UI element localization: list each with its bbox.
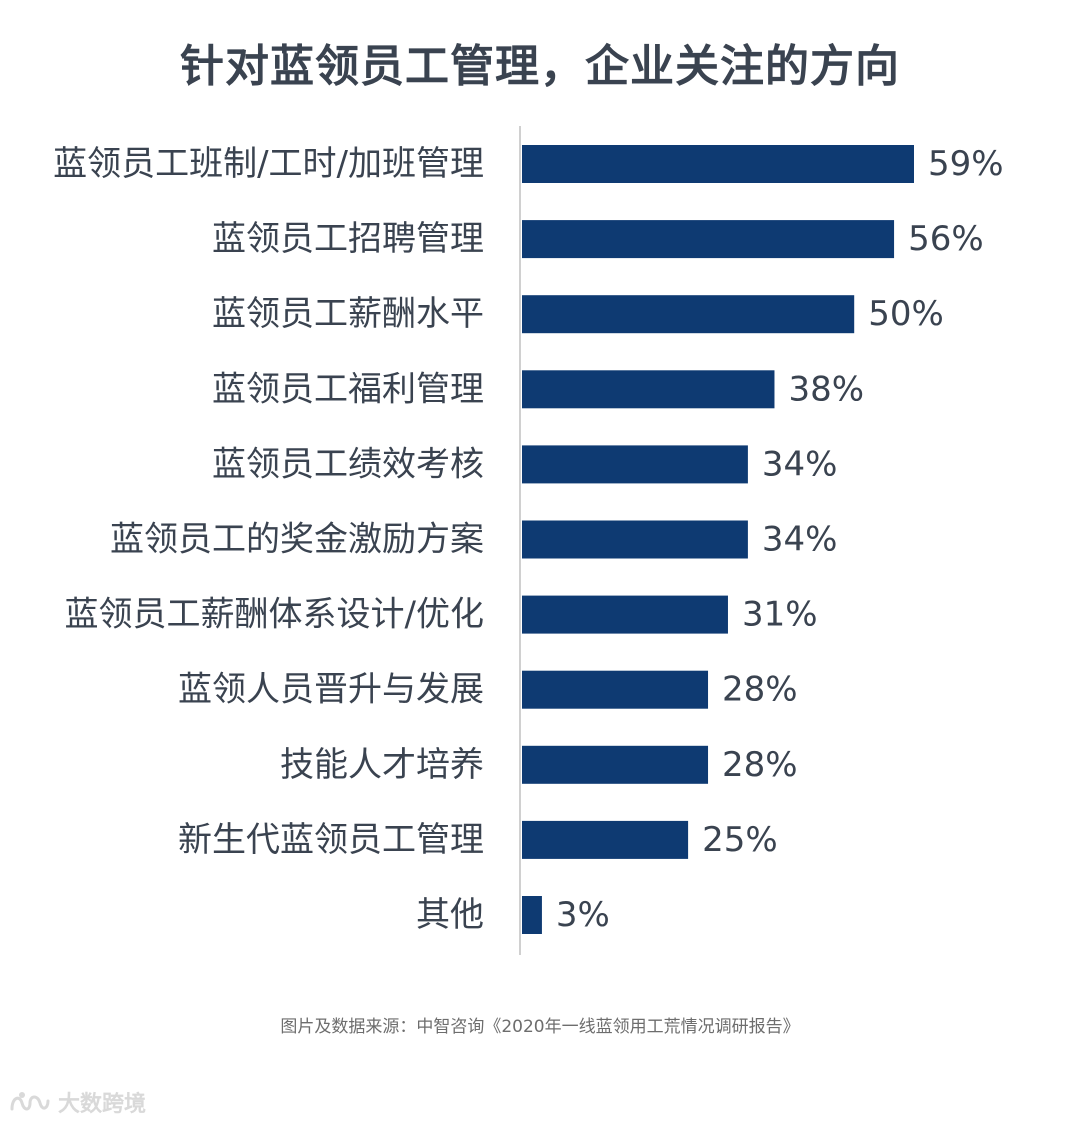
bar [522,745,709,784]
bar [522,820,689,859]
value-label: 34% [762,520,838,560]
value-label: 59% [928,144,1004,184]
category-label: 蓝领员工薪酬体系设计/优化 [65,595,484,635]
bar [522,445,748,484]
bar [522,670,709,709]
bar [522,145,914,183]
bar [522,520,748,559]
value-label: 38% [788,369,864,409]
category-label: 蓝领员工绩效考核 [212,444,484,484]
category-labels: 蓝领员工班制/工时/加班管理蓝领员工招聘管理蓝领员工薪酬水平蓝领员工福利管理蓝领… [53,144,484,935]
category-label: 蓝领人员晋升与发展 [178,670,484,710]
source-note: 图片及数据来源：中智咨询《2020年一线蓝领用工荒情况调研报告》 [280,1017,800,1037]
value-label: 28% [722,670,798,710]
bar [522,896,542,934]
bar [522,370,775,409]
value-label: 25% [702,820,778,860]
bar-chart: 蓝领员工班制/工时/加班管理蓝领员工招聘管理蓝领员工薪酬水平蓝领员工福利管理蓝领… [53,126,1004,955]
value-label: 56% [908,219,984,259]
category-label: 蓝领员工的奖金激励方案 [110,520,484,560]
category-label: 蓝领员工班制/工时/加班管理 [53,144,484,184]
watermark-text: 大数跨境 [58,1092,147,1117]
category-label: 其他 [416,895,484,935]
bar [522,295,855,334]
value-label: 34% [762,444,838,484]
bar [522,220,895,259]
category-label: 技能人才培养 [280,745,484,785]
logo-icon [10,1092,50,1111]
category-label: 蓝领员工招聘管理 [212,219,484,259]
chart-title: 针对蓝领员工管理，企业关注的方向 [180,41,900,92]
value-label: 3% [556,895,610,935]
category-label: 蓝领员工福利管理 [212,369,484,409]
value-label: 50% [868,294,944,334]
category-label: 蓝领员工薪酬水平 [212,294,484,334]
value-label: 28% [722,745,798,785]
value-label: 31% [742,595,818,635]
bars [522,145,914,934]
value-labels: 59% 56% 50%38% 34% 34% 31% 28% 28% 25% 3% [556,144,1004,935]
watermark: 大数跨境 [8,1086,146,1118]
category-label: 新生代蓝领员工管理 [178,820,484,860]
bar [522,595,728,634]
